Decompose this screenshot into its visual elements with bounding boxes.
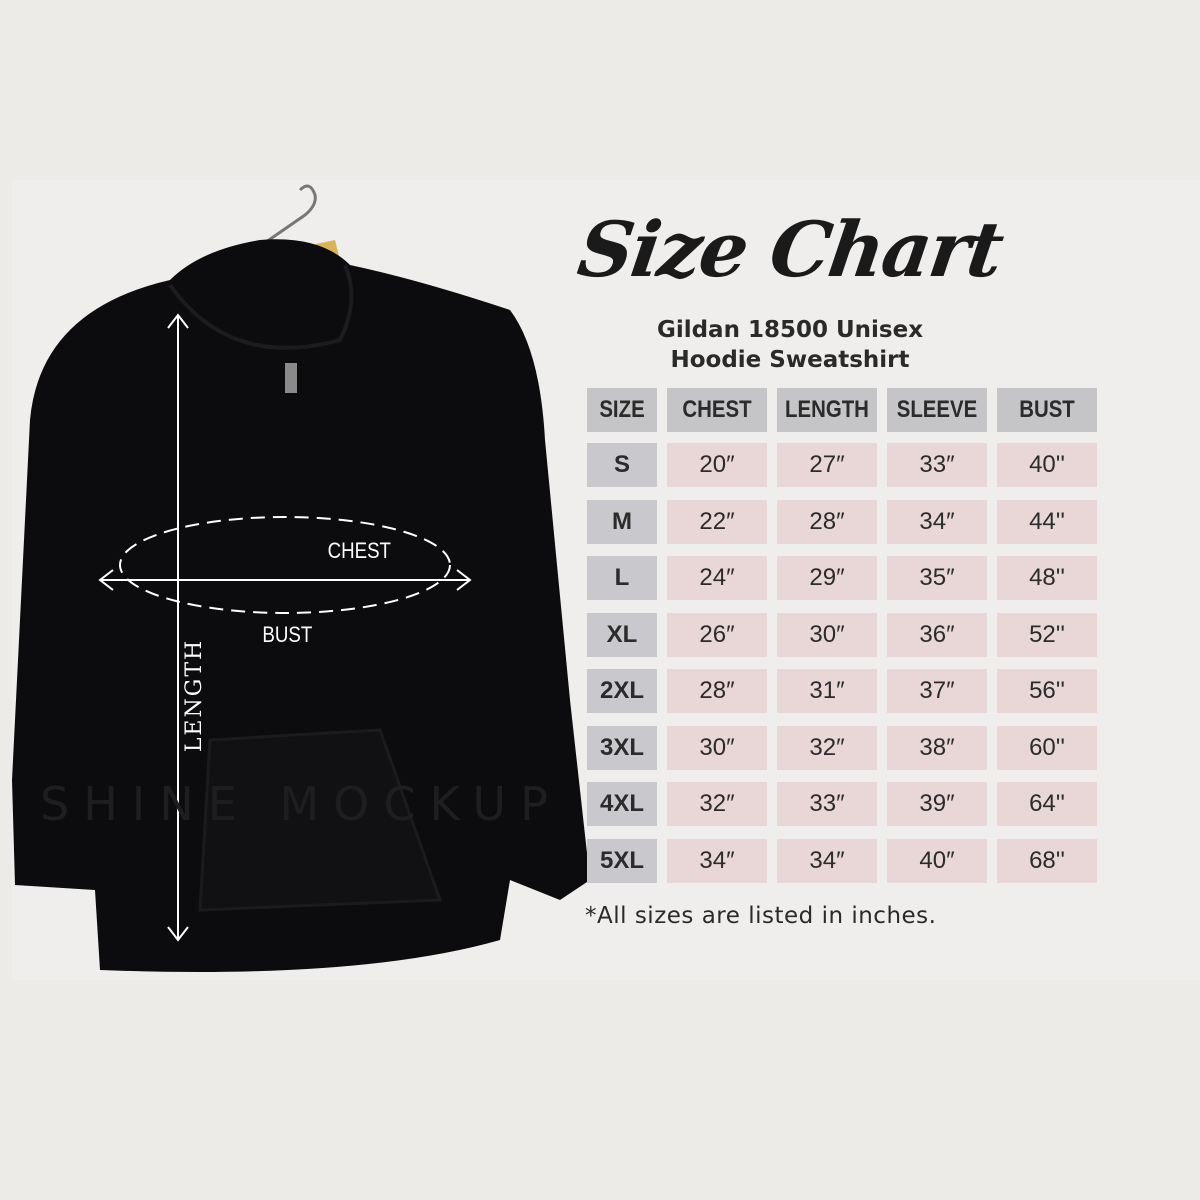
- value-cell: 34″: [777, 838, 877, 883]
- size-cell: 3XL: [587, 725, 657, 770]
- value-cell: 30″: [667, 725, 767, 770]
- value-cell: 24″: [667, 556, 767, 600]
- value-cell: 52'': [997, 612, 1097, 657]
- page-title: Size Chart: [572, 205, 1008, 294]
- value-cell: 68'': [997, 838, 1097, 883]
- header-cell: BUST: [997, 388, 1097, 432]
- size-cell: L: [587, 556, 657, 600]
- value-cell: 20″: [667, 443, 767, 487]
- value-cell: 36″: [887, 612, 987, 657]
- value-cell: 22″: [667, 499, 767, 544]
- header-bust: BUST: [1019, 396, 1075, 423]
- value-cell: 39″: [887, 782, 987, 826]
- subtitle-line1: Gildan 18500 Unisex: [656, 317, 924, 343]
- value-cell: 35″: [887, 556, 987, 600]
- value-cell: 60'': [997, 725, 1097, 770]
- size-cell: 4XL: [587, 782, 657, 826]
- value-cell: 37″: [887, 669, 987, 713]
- watermark: SHINE MOCKUP: [40, 777, 562, 831]
- value-cell: 28″: [777, 499, 877, 544]
- value-cell: 40″: [887, 838, 987, 883]
- value-cell: 27″: [777, 443, 877, 487]
- header-chest: CHEST: [682, 396, 752, 423]
- subtitle-line2: Hoodie Sweatshirt: [670, 347, 910, 373]
- header-cell: LENGTH: [777, 388, 877, 432]
- value-cell: 44'': [997, 499, 1097, 544]
- value-cell: 32″: [667, 782, 767, 826]
- size-cell: 2XL: [587, 669, 657, 713]
- header-sleeve: SLEEVE: [896, 396, 978, 423]
- size-cell: XL: [587, 612, 657, 657]
- value-cell: 26″: [667, 612, 767, 657]
- value-cell: 32″: [777, 725, 877, 770]
- value-cell: 64'': [997, 782, 1097, 826]
- footnote: *All sizes are listed in inches.: [585, 903, 937, 929]
- value-cell: 33″: [887, 443, 987, 487]
- length-label: LENGTH: [182, 638, 208, 753]
- value-cell: 56'': [997, 669, 1097, 713]
- header-cell: SLEEVE: [887, 388, 987, 432]
- size-cell: M: [587, 499, 657, 544]
- value-cell: 29″: [777, 556, 877, 600]
- size-cell: 5XL: [587, 838, 657, 883]
- value-cell: 34″: [667, 838, 767, 883]
- value-cell: 38″: [887, 725, 987, 770]
- value-cell: 31″: [777, 669, 877, 713]
- header-cell: CHEST: [667, 388, 767, 432]
- value-cell: 34″: [887, 499, 987, 544]
- value-cell: 33″: [777, 782, 877, 826]
- bust-label: BUST: [262, 622, 313, 647]
- chest-label: CHEST: [327, 538, 391, 563]
- header-size: SIZE: [599, 396, 645, 423]
- header-cell: SIZE: [587, 388, 657, 432]
- value-cell: 30″: [777, 612, 877, 657]
- value-cell: 48'': [997, 556, 1097, 600]
- size-cell: S: [587, 443, 657, 487]
- header-length: LENGTH: [785, 396, 869, 423]
- value-cell: 28″: [667, 669, 767, 713]
- hoodie-image: SHINE MOCKUP: [12, 184, 590, 972]
- value-cell: 40'': [997, 443, 1097, 487]
